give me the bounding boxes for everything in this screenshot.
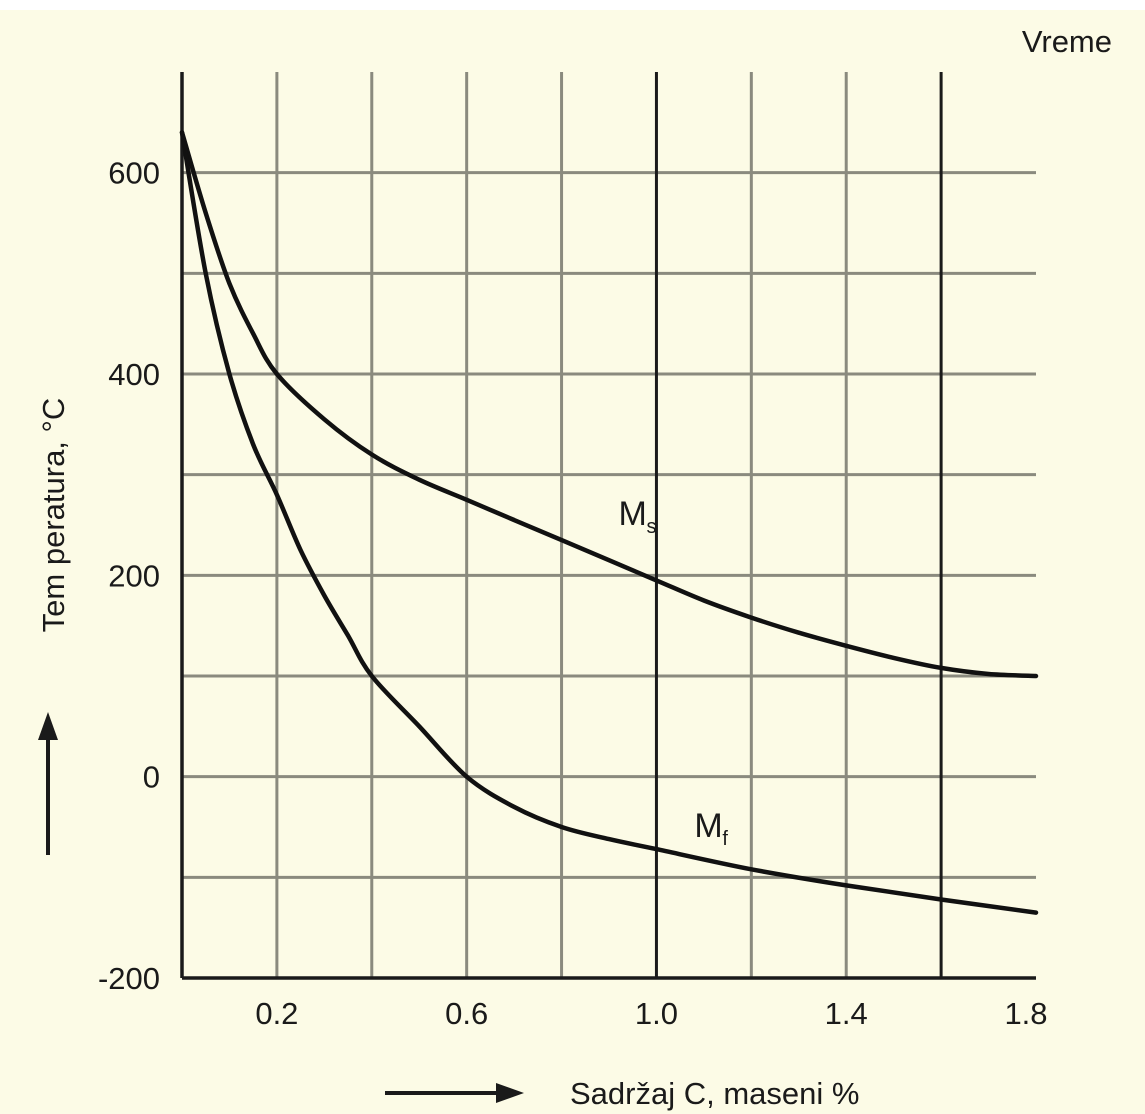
x-tick-label: 1.8 <box>1004 996 1047 1031</box>
x-axis-label: Sadržaj C, maseni % <box>570 1076 859 1111</box>
series-label-sub-mf: f <box>722 828 728 850</box>
x-tick-label: 0.2 <box>255 996 298 1031</box>
x-axis-arrow <box>385 1083 524 1103</box>
tick-labels: -200 0 200 400 600 0.2 0.6 1.0 1.4 1.8 <box>98 156 1048 1031</box>
y-tick-label: 400 <box>108 357 160 392</box>
frame <box>180 72 1036 980</box>
x-tick-label: 0.6 <box>445 996 488 1031</box>
y-axis-label: Tem peratura, °C <box>36 398 71 633</box>
y-tick-label: 600 <box>108 156 160 191</box>
y-tick-label: 0 <box>143 760 160 795</box>
series-line-mf <box>179 130 1039 915</box>
series-label-ms: M <box>618 495 646 533</box>
series-label-sub-ms: s <box>646 516 656 538</box>
y-tick-label: 200 <box>108 558 160 593</box>
plot-paper <box>0 10 1145 1114</box>
y-tick-label: -200 <box>98 961 160 996</box>
y-axis-arrow <box>38 712 58 855</box>
x-tick-label: 1.0 <box>635 996 678 1031</box>
x-tick-label: 1.4 <box>825 996 868 1031</box>
series-line-ms <box>179 130 1039 679</box>
series-label-mf: M <box>694 807 722 845</box>
corner-label: Vreme <box>1022 24 1112 59</box>
grid <box>182 72 1036 978</box>
